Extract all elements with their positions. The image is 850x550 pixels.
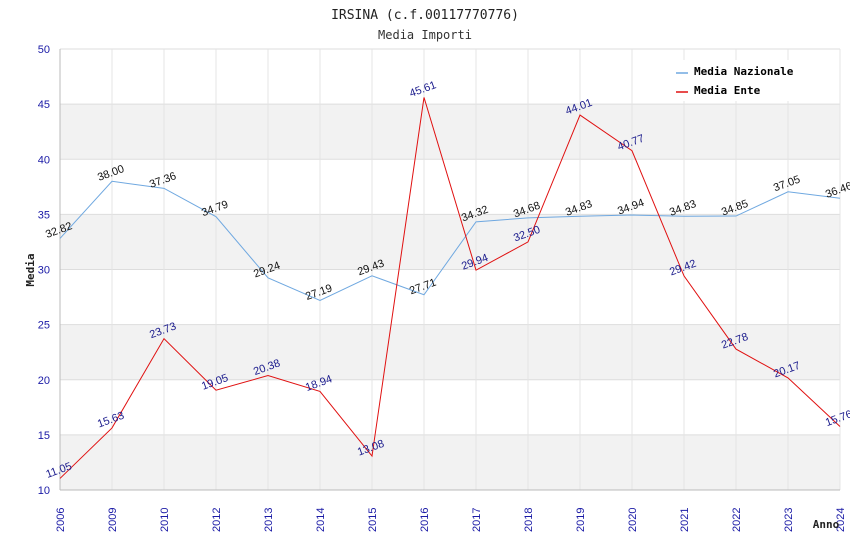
x-tick-label: 2017 <box>471 508 483 532</box>
data-point <box>423 293 426 296</box>
data-point <box>787 190 790 193</box>
data-point <box>163 337 166 340</box>
x-tick-label: 2012 <box>211 508 223 532</box>
data-point <box>319 390 322 393</box>
x-tick-label: 2022 <box>731 508 743 532</box>
x-tick-label: 2015 <box>367 508 379 532</box>
data-point <box>319 299 322 302</box>
series-line-media-nazionale <box>59 180 841 302</box>
y-tick-label: 40 <box>38 154 50 166</box>
data-point <box>683 215 686 218</box>
chart-title: IRSINA (c.f.00117770776) <box>331 8 519 23</box>
legend-box <box>670 60 810 101</box>
y-tick-label: 45 <box>38 99 50 111</box>
y-tick-label: 20 <box>38 375 50 387</box>
x-tick-label: 2023 <box>783 508 795 532</box>
x-tick-label: 2024 <box>835 508 847 532</box>
y-tick-label: 35 <box>38 209 50 221</box>
grid-band <box>60 159 840 215</box>
data-point <box>111 426 114 429</box>
legend: Media Nazionale Media Ente <box>670 60 810 101</box>
data-point <box>839 425 842 428</box>
y-tick-label: 30 <box>38 265 50 277</box>
x-tick-label: 2016 <box>419 508 431 532</box>
data-point <box>111 180 114 183</box>
data-point <box>579 215 582 218</box>
data-point <box>423 96 426 99</box>
grid-band <box>60 269 840 325</box>
x-axis-label: Anno <box>813 518 840 531</box>
chart-subtitle: Media Importi <box>378 28 472 42</box>
data-point <box>163 187 166 190</box>
data-point <box>631 214 634 217</box>
y-axis-ticks: 10 15 20 25 30 35 40 45 50 <box>38 44 50 497</box>
x-tick-label: 2006 <box>55 508 67 532</box>
grid-band <box>60 324 840 380</box>
data-point <box>631 149 634 152</box>
data-point <box>267 374 270 377</box>
y-tick-label: 10 <box>38 485 50 497</box>
data-point <box>267 276 270 279</box>
data-point <box>787 376 790 379</box>
series-line-media-ente <box>59 97 841 479</box>
x-tick-label: 2009 <box>107 508 119 532</box>
data-point <box>371 455 374 458</box>
x-tick-label: 2020 <box>627 508 639 532</box>
data-point <box>839 197 842 200</box>
legend-label-media-nazionale: Media Nazionale <box>694 65 794 78</box>
data-point <box>579 114 582 117</box>
data-point <box>59 477 62 480</box>
y-tick-label: 15 <box>38 430 50 442</box>
data-point <box>59 237 62 240</box>
x-tick-label: 2019 <box>575 508 587 532</box>
grid-band <box>60 379 840 435</box>
y-tick-label: 50 <box>38 44 50 56</box>
x-tick-label: 2010 <box>159 508 171 532</box>
data-point <box>683 274 686 277</box>
legend-label-media-ente: Media Ente <box>694 84 761 97</box>
data-point <box>527 216 530 219</box>
series-layer <box>59 96 842 480</box>
data-point <box>475 220 478 223</box>
x-tick-label: 2018 <box>523 508 535 532</box>
data-point <box>371 274 374 277</box>
grid-band <box>60 214 840 270</box>
x-tick-label: 2013 <box>263 508 275 532</box>
data-point <box>215 215 218 218</box>
x-tick-label: 2014 <box>315 508 327 532</box>
y-axis-label: Media <box>24 253 37 286</box>
x-axis-ticks: 2006 2009 2010 2012 2013 2014 2015 2016 2017 2018… <box>55 508 847 532</box>
grid-band <box>60 104 840 160</box>
y-tick-label: 25 <box>38 320 50 332</box>
data-point <box>527 240 530 243</box>
gridlines <box>59 48 841 491</box>
x-tick-label: 2021 <box>679 508 691 532</box>
data-point <box>735 348 738 351</box>
plot-background <box>60 49 840 490</box>
data-point <box>215 389 218 392</box>
data-point <box>735 215 738 218</box>
data-point <box>475 269 478 272</box>
grid-band <box>60 434 840 490</box>
